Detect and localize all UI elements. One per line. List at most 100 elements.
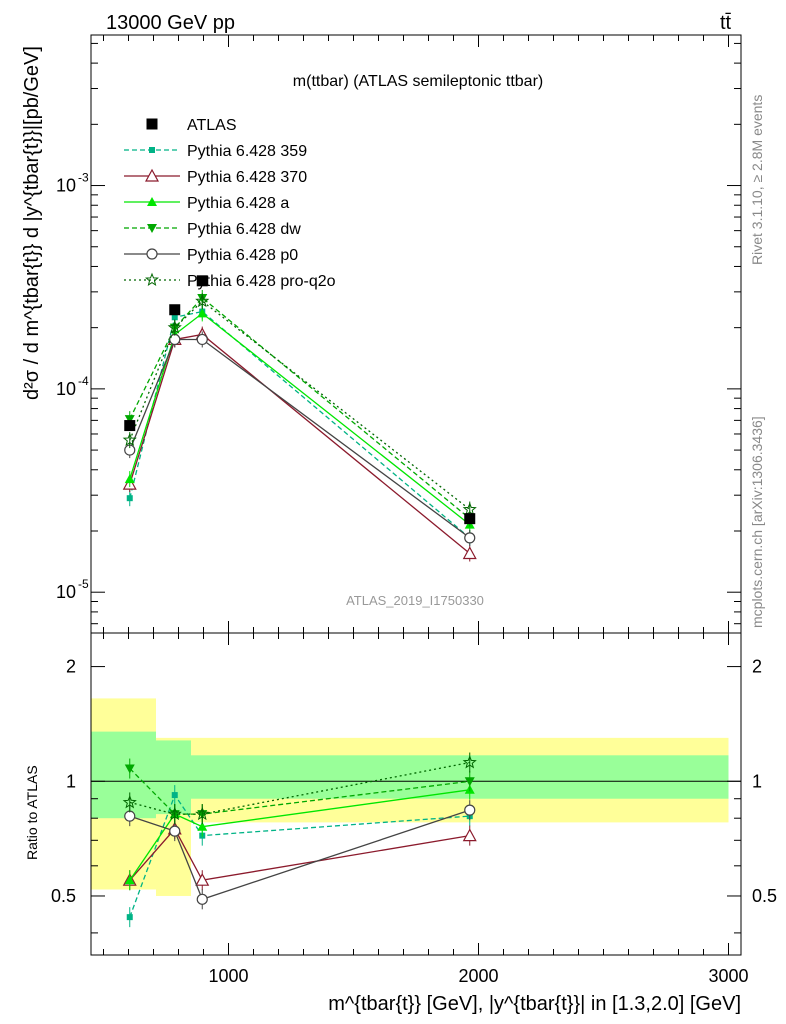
ratio-point	[462, 755, 477, 769]
ratio-uncertainty-bands	[91, 698, 729, 896]
series-line-main	[129, 310, 471, 539]
ratio-point	[124, 810, 136, 822]
ratio-point	[124, 875, 135, 885]
y-tick-label-ratio-right: 1	[752, 771, 762, 791]
ratio-point	[197, 821, 208, 831]
series-line-ratio	[129, 793, 470, 918]
header-process-label: tt̄	[720, 12, 732, 34]
ratio-point	[195, 872, 210, 886]
legend-entry-0: ATLAS	[146, 117, 237, 134]
ratio-point	[195, 806, 210, 821]
ratio-point	[464, 804, 476, 816]
data-point	[464, 532, 476, 544]
y-axis-label-ratio: Ratio to ATLAS	[24, 765, 40, 860]
series-line-main	[129, 312, 471, 526]
y-tick-label-ratio-left: 2	[66, 657, 76, 677]
data-point	[124, 415, 135, 425]
ratio-point	[169, 825, 181, 837]
legend-label: Pythia 6.428 370	[187, 169, 307, 186]
series-line-main	[129, 297, 471, 520]
series-line-main	[129, 300, 471, 511]
y-tick-label-main: 10	[56, 176, 76, 196]
ratio-point	[126, 914, 133, 921]
x-tick-label: 3000	[708, 966, 748, 986]
legend-marker	[147, 197, 157, 206]
legend-marker	[144, 168, 160, 182]
mcplots-source-label: mcplots.cern.ch [arXiv:1306.3436]	[749, 416, 765, 628]
legend-entry-4: Pythia 6.428 dw	[124, 221, 301, 238]
ratio-point	[196, 893, 208, 905]
y-tick-exp-main: -3	[78, 171, 89, 185]
y-tick-label-ratio-right: 0.5	[752, 886, 777, 906]
band-inner-0	[91, 731, 156, 819]
ratio-point	[462, 828, 477, 842]
legend-entry-1: Pythia 6.428 359	[124, 143, 307, 160]
y-tick-exp-main: -5	[78, 577, 89, 591]
legend-entry-2: Pythia 6.428 370	[124, 168, 307, 186]
analysis-watermark: ATLAS_2019_I1750330	[346, 593, 484, 608]
atlas-point	[124, 420, 136, 432]
legend-label: ATLAS	[187, 117, 237, 134]
data-point	[462, 502, 477, 516]
chart-title: m(ttbar) (ATLAS semileptonic ttbar)	[293, 73, 543, 90]
series-line-ratio	[129, 827, 470, 881]
series-line-ratio	[129, 768, 470, 815]
legend-marker	[147, 224, 157, 233]
data-point	[197, 308, 208, 318]
series-4	[124, 331, 476, 910]
y-tick-label-ratio-right: 2	[752, 657, 762, 677]
legend-entry-6: Pythia 6.428 pro-q2o	[124, 272, 336, 290]
series-line-ratio	[129, 809, 471, 901]
legend-label: Pythia 6.428 pro-q2o	[187, 273, 336, 290]
legend-label: Pythia 6.428 p0	[187, 247, 298, 264]
atlas-point	[196, 275, 208, 287]
data-point	[462, 546, 477, 560]
legend-label: Pythia 6.428 a	[187, 195, 289, 212]
data-point	[126, 495, 133, 502]
data-point	[167, 320, 182, 334]
band-inner-2	[191, 755, 729, 799]
band-inner-1	[156, 740, 191, 815]
y-axis-label-main: d²σ / d m^{tbar{t}} d |y^{tbar{t}}|[pb/G…	[21, 46, 43, 400]
series-line-main	[129, 338, 471, 539]
legend-marker	[146, 248, 158, 260]
data-point	[169, 333, 181, 346]
y-tick-exp-main: -4	[78, 374, 89, 388]
legend-entry-3: Pythia 6.428 a	[124, 195, 289, 212]
y-tick-label-ratio-left: 0.5	[51, 886, 76, 906]
legend-label: Pythia 6.428 359	[187, 143, 307, 160]
ratio-panel-frame	[90, 632, 742, 956]
ratio-point	[122, 795, 137, 809]
series-line-ratio	[129, 789, 470, 881]
legend-marker	[146, 118, 158, 130]
rivet-version-label: Rivet 3.1.10, ≥ 2.8M events	[749, 95, 765, 265]
y-tick-label-main: 10	[56, 582, 76, 602]
ratio-point	[167, 806, 182, 821]
legend-marker	[149, 147, 155, 153]
series-line-ratio	[129, 761, 470, 815]
legend-marker	[145, 272, 159, 287]
atlas-point	[169, 304, 181, 316]
x-tick-label: 2000	[458, 966, 498, 986]
ratio-point	[464, 777, 475, 787]
x-tick-label: 1000	[208, 966, 248, 986]
data-point	[122, 432, 137, 447]
y-tick-label-ratio-left: 1	[66, 771, 76, 791]
data-point	[124, 474, 135, 484]
data-point	[171, 314, 178, 321]
ratio-point	[171, 792, 178, 799]
series-atlas	[124, 275, 476, 525]
data-point	[196, 333, 208, 346]
legend: ATLAS Pythia 6.428 359 Pythia 6.428 370 Pyt…	[124, 117, 336, 290]
series-line-main	[129, 333, 471, 555]
legend-label: Pythia 6.428 dw	[187, 221, 301, 238]
data-point	[195, 293, 210, 308]
atlas-point	[464, 513, 476, 525]
y-tick-label-main: 10	[56, 379, 76, 399]
x-axis-label: m^{tbar{t}} [GeV], |y^{tbar{t}}| in [1.3…	[328, 993, 741, 1015]
header-energy-label: 13000 GeV pp	[106, 12, 235, 34]
series-layer	[122, 275, 477, 928]
ratio-point	[124, 764, 135, 774]
